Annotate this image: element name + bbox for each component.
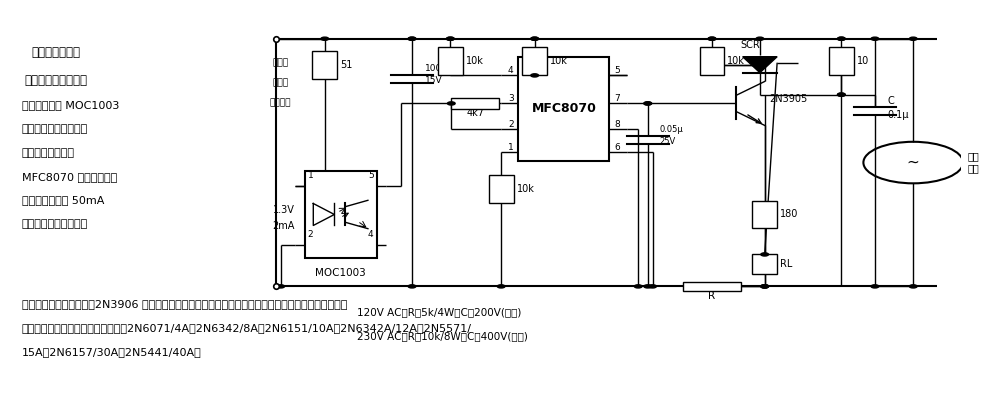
Circle shape xyxy=(531,37,539,40)
Text: 100μ: 100μ xyxy=(425,64,447,73)
Circle shape xyxy=(838,37,846,40)
Bar xyxy=(312,51,337,79)
Circle shape xyxy=(909,285,917,288)
Circle shape xyxy=(871,37,879,40)
Bar xyxy=(522,47,547,75)
Text: 器电路。集成电路: 器电路。集成电路 xyxy=(22,147,75,158)
Circle shape xyxy=(761,253,768,256)
Text: 该电路是利用 MOC1003: 该电路是利用 MOC1003 xyxy=(22,100,120,110)
Bar xyxy=(489,175,514,202)
Text: 激励脉冲的缓冲放大电: 激励脉冲的缓冲放大电 xyxy=(22,220,88,230)
Circle shape xyxy=(761,285,768,288)
Circle shape xyxy=(446,37,454,40)
Text: 0.1μ: 0.1μ xyxy=(888,110,908,119)
Text: 230V AC：R用10k/8W；C用400V(耐压): 230V AC：R用10k/8W；C用400V(耐压) xyxy=(357,331,528,341)
Circle shape xyxy=(408,285,416,288)
Text: 51: 51 xyxy=(340,60,352,70)
Text: MOC1003: MOC1003 xyxy=(315,269,366,278)
Text: 10k: 10k xyxy=(516,183,535,194)
Text: 输出接口: 输出接口 xyxy=(270,98,291,107)
Circle shape xyxy=(761,285,768,288)
Circle shape xyxy=(531,37,539,40)
Text: 5: 5 xyxy=(368,171,374,180)
Text: 4: 4 xyxy=(368,230,374,239)
Text: 电源零伏和取出 50mA: 电源零伏和取出 50mA xyxy=(22,196,104,205)
Bar xyxy=(518,57,609,160)
Circle shape xyxy=(277,285,284,288)
Bar xyxy=(305,171,377,258)
Text: 25V: 25V xyxy=(659,137,676,146)
Text: 来自微: 来自微 xyxy=(273,58,288,67)
Text: 0.05μ: 0.05μ xyxy=(659,125,683,134)
Text: 8: 8 xyxy=(614,120,620,129)
Bar xyxy=(829,47,853,75)
Circle shape xyxy=(447,102,455,105)
Text: 10k: 10k xyxy=(727,56,746,66)
Text: MFC8070 中装有可检测: MFC8070 中装有可检测 xyxy=(22,172,117,181)
Text: 处理机: 处理机 xyxy=(273,78,288,87)
Circle shape xyxy=(644,102,651,105)
Text: R: R xyxy=(708,291,715,301)
Text: 1.3V: 1.3V xyxy=(273,205,295,215)
Text: 3: 3 xyxy=(508,94,514,103)
Bar xyxy=(752,200,777,228)
Text: 路，具有零伏开关特性。2N3906 升压器保证在低温时也能可靠地触发可控硅。该电路工作可靠，使用方: 路，具有零伏开关特性。2N3906 升压器保证在低温时也能可靠地触发可控硅。该电… xyxy=(22,299,347,309)
Text: 4: 4 xyxy=(508,66,514,75)
Circle shape xyxy=(838,93,846,96)
Circle shape xyxy=(644,102,651,105)
Bar xyxy=(438,47,463,75)
Text: 7: 7 xyxy=(614,94,620,103)
Text: 4k7: 4k7 xyxy=(466,109,485,118)
Circle shape xyxy=(756,37,764,40)
Text: 10k: 10k xyxy=(466,56,484,66)
Text: 2: 2 xyxy=(307,230,313,239)
Text: 流控制的固态继电器: 流控制的固态继电器 xyxy=(24,74,87,87)
Circle shape xyxy=(446,37,454,40)
Circle shape xyxy=(497,285,505,288)
Circle shape xyxy=(909,37,917,40)
Text: 2mA: 2mA xyxy=(273,222,295,232)
Circle shape xyxy=(321,37,329,40)
Circle shape xyxy=(761,285,768,288)
Text: 电源: 电源 xyxy=(968,164,980,174)
Text: 光电耦合器的固态继电: 光电耦合器的固态继电 xyxy=(22,124,88,134)
Text: RL: RL xyxy=(780,260,793,269)
Circle shape xyxy=(635,285,642,288)
Circle shape xyxy=(838,37,846,40)
Circle shape xyxy=(531,74,539,77)
Bar xyxy=(699,47,724,75)
Polygon shape xyxy=(743,57,777,72)
Text: 2N3905: 2N3905 xyxy=(769,94,807,104)
Circle shape xyxy=(871,285,879,288)
Text: 180: 180 xyxy=(780,209,799,220)
Bar xyxy=(683,281,741,291)
Circle shape xyxy=(838,93,846,96)
Text: ~: ~ xyxy=(906,155,919,170)
Text: SCR: SCR xyxy=(741,40,760,50)
Text: 10k: 10k xyxy=(550,56,568,66)
Text: 10: 10 xyxy=(856,56,869,66)
Text: MFC8070: MFC8070 xyxy=(532,102,596,115)
Text: 2: 2 xyxy=(508,120,514,129)
Text: 1: 1 xyxy=(307,171,313,180)
Text: 6: 6 xyxy=(614,143,620,152)
Circle shape xyxy=(644,285,651,288)
Bar xyxy=(451,98,499,109)
Text: 15A、2N6157/30A、2N5441/40A。: 15A、2N6157/30A、2N5441/40A。 xyxy=(22,347,202,357)
Circle shape xyxy=(408,37,416,40)
Text: 15V: 15V xyxy=(425,76,442,85)
Circle shape xyxy=(708,37,716,40)
Text: 5: 5 xyxy=(614,66,620,75)
Text: 1: 1 xyxy=(508,143,514,152)
Text: 120V AC：R用5k/4W；C用200V(耐压): 120V AC：R用5k/4W；C用200V(耐压) xyxy=(357,307,522,318)
Text: 便，可选用的可控硅元件实例如下：2N6071/4A、2N6342/8A、2N6151/10A、2N6342A/12A、2N5571/: 便，可选用的可控硅元件实例如下：2N6071/4A、2N6342/8A、2N61… xyxy=(22,323,472,333)
Text: 微处理器进行交: 微处理器进行交 xyxy=(31,46,80,59)
Text: 交流: 交流 xyxy=(968,151,980,162)
Text: C: C xyxy=(888,96,894,106)
Circle shape xyxy=(708,37,716,40)
Circle shape xyxy=(408,37,416,40)
Circle shape xyxy=(648,285,656,288)
Bar xyxy=(752,254,777,275)
